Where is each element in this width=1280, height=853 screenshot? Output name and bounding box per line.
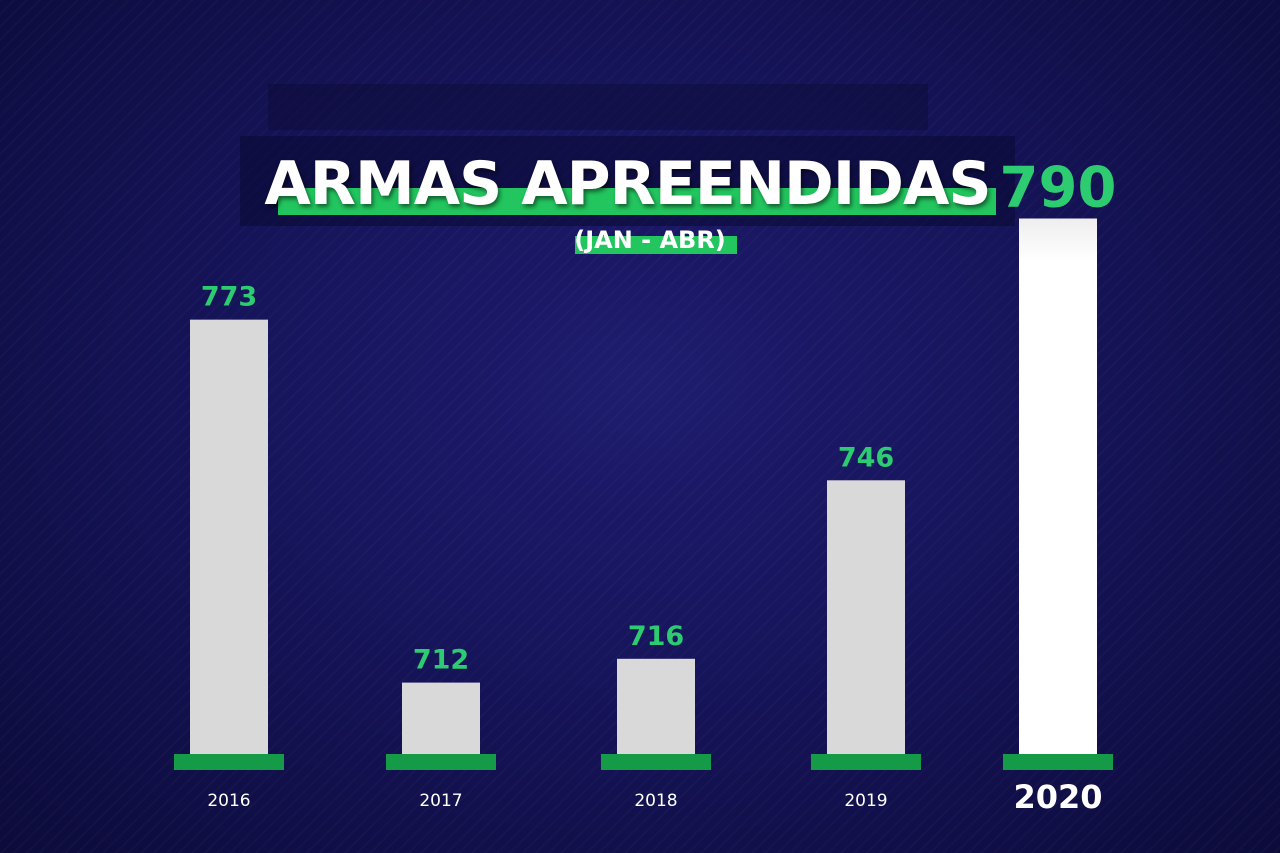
- value-label-2018: 716: [628, 621, 684, 652]
- category-label-2018: 2018: [634, 791, 677, 811]
- title-highlight: [278, 188, 996, 215]
- title-shadow-band: [268, 84, 928, 130]
- bars-group: 773 2016 712 2017 716 2018 746 2019 790 2020: [174, 156, 1117, 816]
- bar-base-2017: [386, 754, 496, 770]
- category-label-2016: 2016: [207, 791, 250, 811]
- bar-base-2016: [174, 754, 284, 770]
- category-label-2017: 2017: [419, 791, 462, 811]
- bar-2018: [617, 658, 695, 754]
- chart-subtitle: (JAN - ABR): [574, 226, 726, 254]
- chart-title: ARMAS APREENDIDAS: [264, 149, 991, 219]
- value-label-2019: 746: [838, 442, 894, 473]
- bar-base-2019: [811, 754, 921, 770]
- bar-2019: [827, 480, 905, 754]
- bar-2020: [1019, 218, 1097, 754]
- bar-2017: [402, 682, 480, 754]
- category-label-2020: 2020: [1013, 778, 1102, 816]
- subtitle-highlight: [575, 236, 737, 254]
- bar-base-2020: [1003, 754, 1113, 770]
- value-label-2020: 790: [1000, 156, 1117, 221]
- bar-base-2018: [601, 754, 711, 770]
- bar-2016: [190, 319, 268, 754]
- value-label-2017: 712: [413, 645, 469, 676]
- category-label-2019: 2019: [844, 791, 887, 811]
- value-label-2016: 773: [201, 282, 257, 313]
